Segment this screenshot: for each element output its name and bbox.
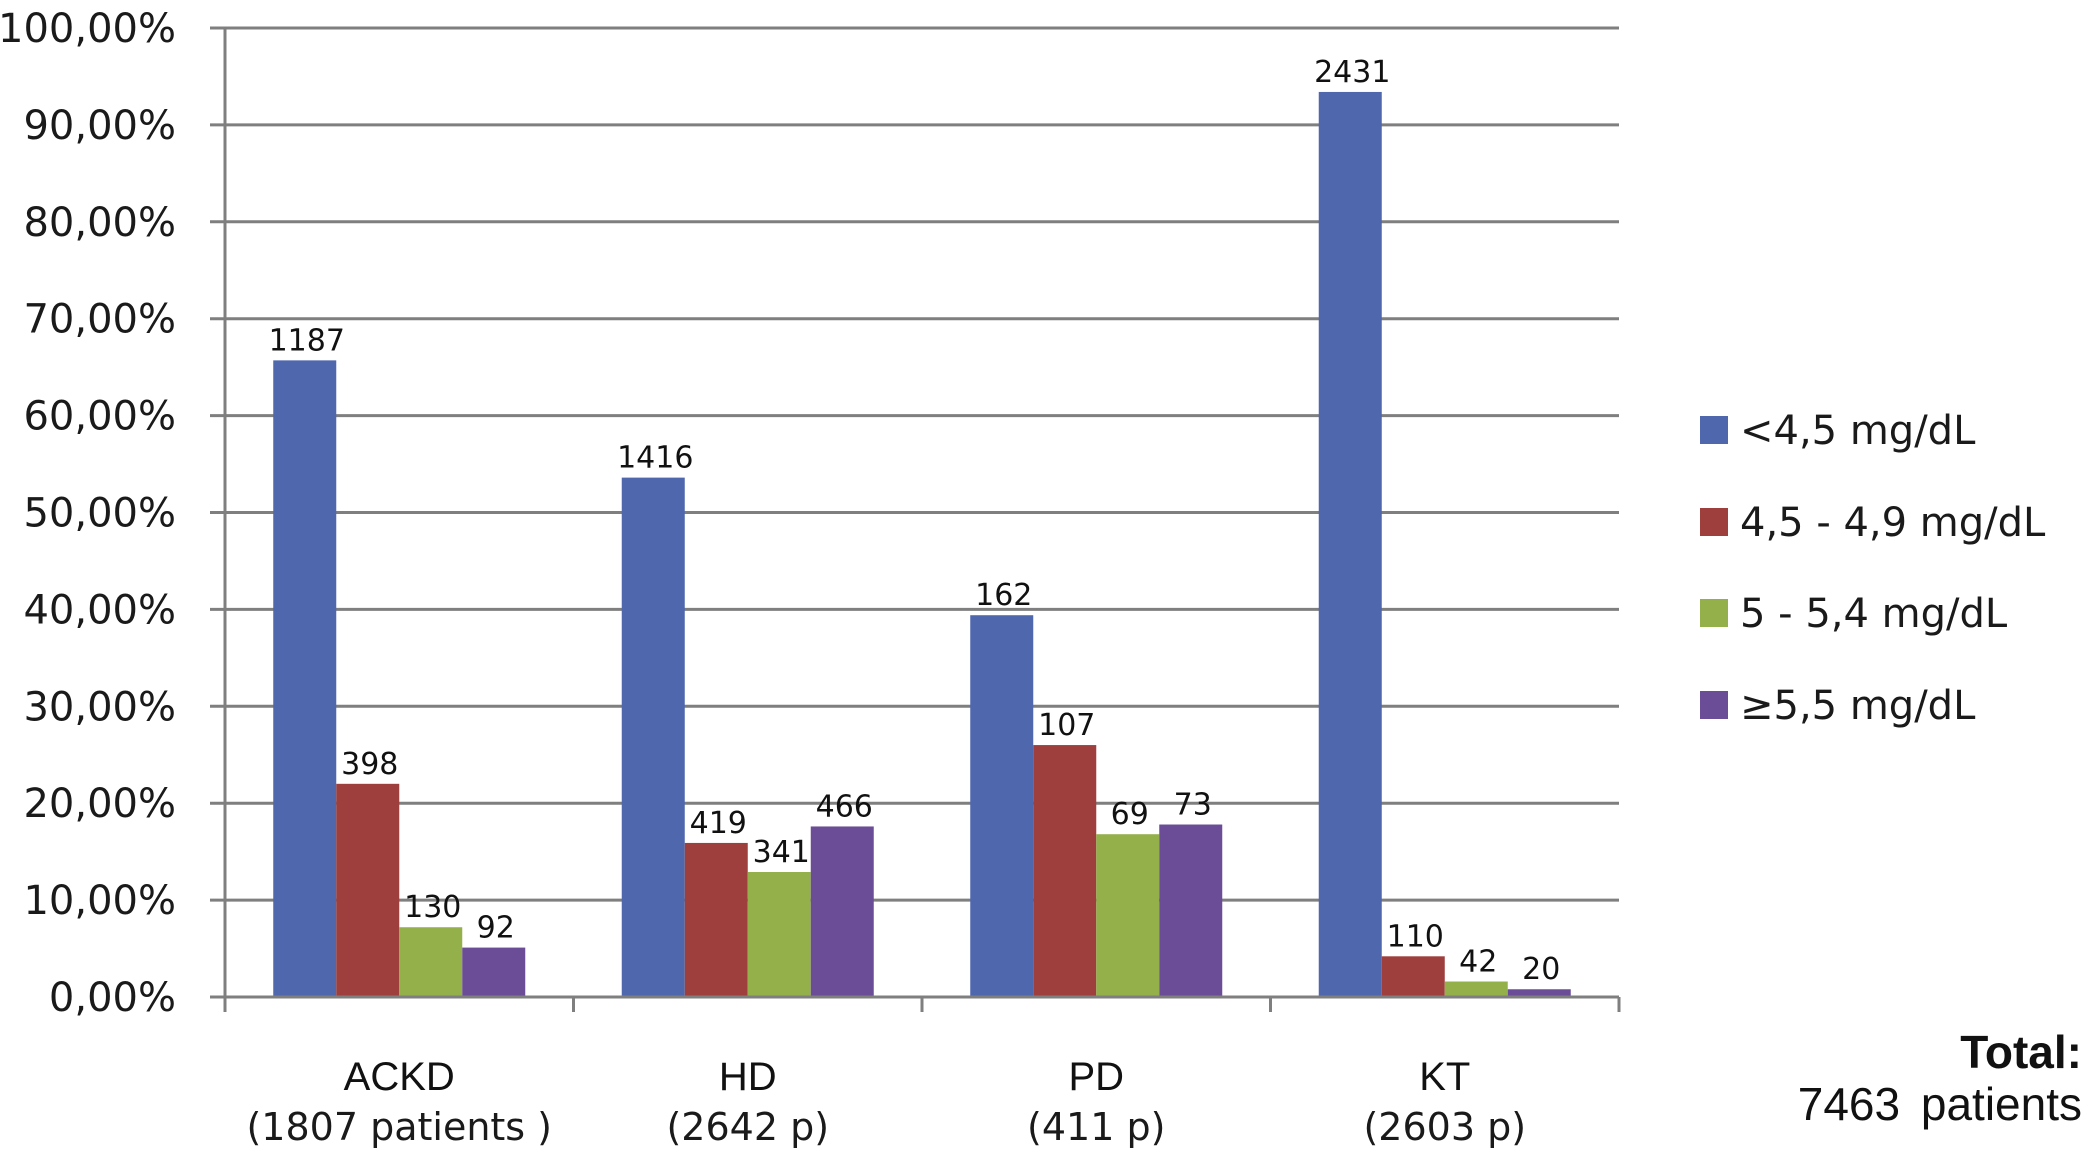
data-label: 69 xyxy=(1111,797,1149,832)
data-label: 2431 xyxy=(1314,55,1390,90)
axes xyxy=(210,28,1621,1012)
bar xyxy=(1159,824,1223,997)
y-tick-label: 0,00% xyxy=(49,975,176,1021)
legend-label: 5 - 5,4 mg/dL xyxy=(1740,591,2008,637)
total-unit: patients xyxy=(1921,1078,2082,1130)
y-tick-label: 80,00% xyxy=(23,200,176,246)
gridlines xyxy=(210,26,1619,999)
data-label: 1187 xyxy=(269,323,345,358)
y-tick-label: 30,00% xyxy=(23,684,176,730)
legend-label: ≥5,5 mg/dL xyxy=(1740,683,1976,729)
legend-item: ≥5,5 mg/dL xyxy=(1700,683,1976,729)
y-tick-label: 100,00% xyxy=(0,6,176,52)
total-count: 7463 xyxy=(1798,1078,1900,1130)
y-tick-label: 20,00% xyxy=(23,781,176,827)
bar xyxy=(1096,834,1160,997)
data-label: 419 xyxy=(690,806,747,841)
data-label: 466 xyxy=(816,789,873,824)
category-label: PD xyxy=(1068,1055,1124,1099)
data-label: 341 xyxy=(753,835,810,870)
data-label: 42 xyxy=(1459,944,1497,979)
total-title: Total: xyxy=(1960,1026,2082,1078)
data-label: 20 xyxy=(1522,952,1560,987)
legend-item: 4,5 - 4,9 mg/dL xyxy=(1700,500,2046,546)
category-label: HD xyxy=(719,1055,777,1099)
y-tick-label: 90,00% xyxy=(23,103,176,149)
data-label: 73 xyxy=(1174,788,1212,823)
data-label: 130 xyxy=(404,890,461,925)
bar xyxy=(970,615,1034,997)
legend-swatch-icon xyxy=(1700,508,1728,536)
y-tick-label: 40,00% xyxy=(23,587,176,633)
y-tick-label: 50,00% xyxy=(23,491,176,537)
bar xyxy=(684,842,748,997)
category-sublabel: (2603 p) xyxy=(1363,1105,1526,1149)
category-label: KT xyxy=(1419,1055,1470,1099)
bar xyxy=(747,871,811,997)
bar xyxy=(1033,745,1097,997)
bar xyxy=(810,826,874,997)
bar xyxy=(1318,91,1382,998)
category-label: ACKD xyxy=(344,1055,455,1099)
total-annotation: Total: 7463 patients xyxy=(1798,1026,2082,1130)
bar xyxy=(1381,956,1445,997)
bar xyxy=(1444,981,1508,997)
data-label: 398 xyxy=(341,747,398,782)
category-sublabel: (411 p) xyxy=(1027,1105,1165,1149)
category-sublabel: (1807 patients ) xyxy=(246,1105,552,1149)
data-label: 92 xyxy=(477,911,515,946)
bar xyxy=(462,947,526,997)
bar xyxy=(399,927,463,997)
legend-swatch-icon xyxy=(1700,416,1728,444)
bar xyxy=(336,783,400,997)
total-value: 7463 patients xyxy=(1798,1078,2082,1130)
data-label: 1416 xyxy=(617,441,693,476)
x-axis-category-labels: ACKD (1807 patients ) HD (2642 p) PD (411 p) K… xyxy=(246,1055,1526,1149)
legend-swatch-icon xyxy=(1700,599,1728,627)
legend-item: 5 - 5,4 mg/dL xyxy=(1700,591,2008,637)
y-tick-label: 10,00% xyxy=(23,878,176,924)
data-label: 110 xyxy=(1387,919,1444,954)
data-label: 107 xyxy=(1038,708,1095,743)
legend-label: 4,5 - 4,9 mg/dL xyxy=(1740,500,2046,546)
legend-label: <4,5 mg/dL xyxy=(1740,408,1976,454)
bar-group-ackd: 1187 398 130 92 xyxy=(269,323,526,997)
bar-group-kt: 2431 110 42 20 xyxy=(1314,55,1571,998)
y-tick-label: 60,00% xyxy=(23,394,176,440)
bar-group-pd: 162 107 69 73 xyxy=(970,578,1223,997)
legend-swatch-icon xyxy=(1700,691,1728,719)
data-label: 162 xyxy=(975,578,1032,613)
legend: <4,5 mg/dL 4,5 - 4,9 mg/dL 5 - 5,4 mg/dL ≥5… xyxy=(1700,408,2046,729)
bar xyxy=(621,477,685,998)
bar xyxy=(1507,989,1571,997)
y-tick-label: 70,00% xyxy=(23,297,176,343)
bar xyxy=(273,360,337,997)
category-sublabel: (2642 p) xyxy=(666,1105,829,1149)
y-axis-tick-labels: 0,00% 10,00% 20,00% 30,00% 40,00% 50,00% 60,00… xyxy=(0,6,176,1021)
legend-item: <4,5 mg/dL xyxy=(1700,408,1976,454)
